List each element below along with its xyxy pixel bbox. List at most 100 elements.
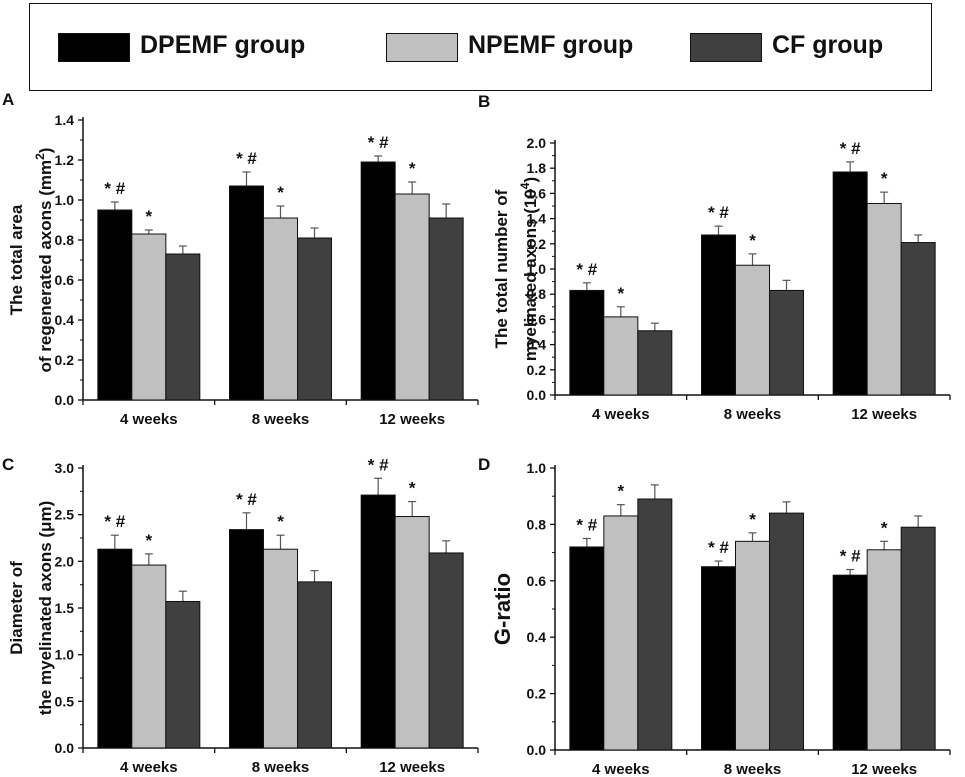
bar-a bbox=[165, 253, 201, 401]
significance-label-c: * bbox=[277, 512, 284, 531]
significance-label-d: * bbox=[749, 510, 756, 529]
chart-panel-b: B The total number of myelinated axons (10… bbox=[478, 92, 951, 423]
y-tick-label-b: 1.6 bbox=[527, 185, 547, 201]
y-tick-label-a: 0.0 bbox=[55, 392, 75, 408]
significance-label-d: * bbox=[881, 518, 888, 537]
y-axis-label-sup-b: 4 bbox=[518, 182, 532, 189]
x-category-label-d: 8 weeks bbox=[724, 761, 782, 777]
x-category-label-a: 12 weeks bbox=[379, 411, 445, 428]
y-axis-label-end-a: ) bbox=[36, 148, 55, 154]
significance-label-a: * bbox=[409, 159, 416, 178]
significance-label-b: * # bbox=[708, 203, 729, 222]
y-tick-label-c: 1.0 bbox=[55, 647, 75, 663]
bar-c bbox=[131, 564, 167, 749]
significance-label-b: * bbox=[618, 284, 625, 303]
bar-d bbox=[866, 549, 902, 751]
bar-d bbox=[900, 526, 936, 751]
bar-a bbox=[428, 217, 464, 401]
bar-b bbox=[603, 316, 639, 396]
y-axis-label-line2-d: G-ratio bbox=[490, 573, 515, 645]
y-tick-label-b: 0.0 bbox=[527, 387, 547, 403]
y-axis-label-line2-c: the myelinated axons (μm) bbox=[36, 501, 55, 715]
y-tick-label-d: 0.6 bbox=[527, 573, 547, 589]
y-axis-label-sup-a: 2 bbox=[33, 153, 47, 160]
bar-c bbox=[428, 552, 464, 749]
significance-label-a: * # bbox=[236, 149, 257, 168]
y-tick-label-b: 2.0 bbox=[527, 135, 547, 151]
y-tick-label-b: 0.8 bbox=[527, 286, 547, 302]
bar-a bbox=[229, 185, 264, 401]
x-category-label-b: 8 weeks bbox=[724, 406, 782, 423]
x-category-label-a: 8 weeks bbox=[252, 411, 310, 428]
significance-label-a: * bbox=[277, 183, 284, 202]
legend-swatch-cf bbox=[690, 33, 762, 62]
y-axis-label-line1-a: The total area bbox=[7, 204, 26, 315]
significance-label-a: * # bbox=[368, 133, 389, 152]
y-axis-label-end-b: ) bbox=[521, 177, 540, 183]
y-tick-label-d: 0.4 bbox=[527, 629, 547, 645]
x-category-label-d: 4 weeks bbox=[592, 761, 650, 777]
significance-label-c: * # bbox=[104, 512, 125, 531]
bar-c bbox=[360, 494, 396, 749]
bar-b bbox=[866, 202, 902, 396]
legend-label-cf: CF group bbox=[772, 31, 884, 59]
y-tick-label-a: 0.4 bbox=[55, 312, 75, 328]
y-tick-label-c: 3.0 bbox=[55, 460, 75, 476]
y-tick-label-b: 0.2 bbox=[527, 362, 547, 378]
bar-a bbox=[360, 161, 396, 401]
bar-b bbox=[832, 171, 868, 396]
bar-b bbox=[769, 289, 804, 396]
y-tick-label-c: 2.5 bbox=[55, 507, 75, 523]
y-tick-label-d: 0.8 bbox=[527, 516, 547, 532]
bar-b bbox=[701, 234, 736, 396]
x-category-label-b: 4 weeks bbox=[592, 406, 650, 423]
bar-c bbox=[394, 516, 430, 749]
x-category-label-c: 12 weeks bbox=[379, 759, 445, 776]
y-tick-label-c: 0.5 bbox=[55, 693, 75, 709]
y-tick-label-a: 1.2 bbox=[55, 152, 75, 168]
significance-label-d: * bbox=[618, 482, 625, 501]
y-tick-label-d: 1.0 bbox=[527, 460, 547, 476]
y-axis-label-line1-b: The total number of bbox=[492, 189, 511, 348]
bar-a bbox=[131, 233, 167, 401]
y-tick-label-a: 0.2 bbox=[55, 352, 75, 368]
panel-letter-b: B bbox=[478, 92, 490, 111]
y-axis-label-text-a: of regenerated axons (mm bbox=[36, 160, 55, 373]
significance-label-d: * # bbox=[576, 516, 597, 535]
y-tick-label-a: 0.8 bbox=[55, 232, 75, 248]
panel-letter-c: C bbox=[2, 455, 14, 474]
y-tick-label-b: 0.6 bbox=[527, 311, 547, 327]
bar-d bbox=[735, 540, 770, 751]
bar-b bbox=[637, 330, 673, 396]
y-tick-label-b: 1.4 bbox=[527, 211, 547, 227]
chart-panel-d: D G-ratio 0.0 0.2 0.4 0.6 0.8 1.0 4 weeks 8 weeks… bbox=[478, 455, 951, 777]
bar-c bbox=[229, 529, 264, 749]
y-tick-label-b: 1.8 bbox=[527, 160, 547, 176]
significance-label-d: * # bbox=[840, 547, 861, 566]
bar-d bbox=[603, 515, 639, 751]
legend-label-dpemf: DPEMF group bbox=[140, 31, 306, 59]
x-category-label-c: 4 weeks bbox=[120, 759, 178, 776]
panel-letter-a: A bbox=[2, 90, 14, 109]
bar-d bbox=[769, 512, 804, 751]
x-category-label-d: 12 weeks bbox=[851, 761, 917, 777]
y-tick-label-b: 1.2 bbox=[527, 236, 547, 252]
y-axis-label-line2-b: myelinated axons (104) bbox=[518, 177, 540, 361]
legend-label-npemf: NPEMF group bbox=[468, 31, 634, 59]
significance-label-c: * bbox=[409, 479, 416, 498]
bar-a bbox=[297, 237, 332, 401]
x-category-label-b: 12 weeks bbox=[851, 406, 917, 423]
bar-a bbox=[394, 193, 430, 401]
y-tick-label-a: 1.4 bbox=[55, 112, 75, 128]
bar-c bbox=[97, 548, 133, 749]
bar-b bbox=[735, 264, 770, 396]
significance-label-d: * # bbox=[708, 538, 729, 557]
legend: DPEMF group NPEMF group CF group bbox=[29, 3, 932, 91]
y-axis-label-text-c: the myelinated axons (μm) bbox=[36, 501, 55, 715]
significance-label-a: * bbox=[146, 207, 153, 226]
chart-panel-c: C Diameter of the myelinated axons (μm) 0.0… bbox=[2, 455, 479, 776]
y-tick-label-c: 0.0 bbox=[55, 740, 75, 756]
bar-b bbox=[900, 242, 936, 396]
bar-d bbox=[701, 566, 736, 751]
y-tick-label-b: 1.0 bbox=[527, 261, 547, 277]
